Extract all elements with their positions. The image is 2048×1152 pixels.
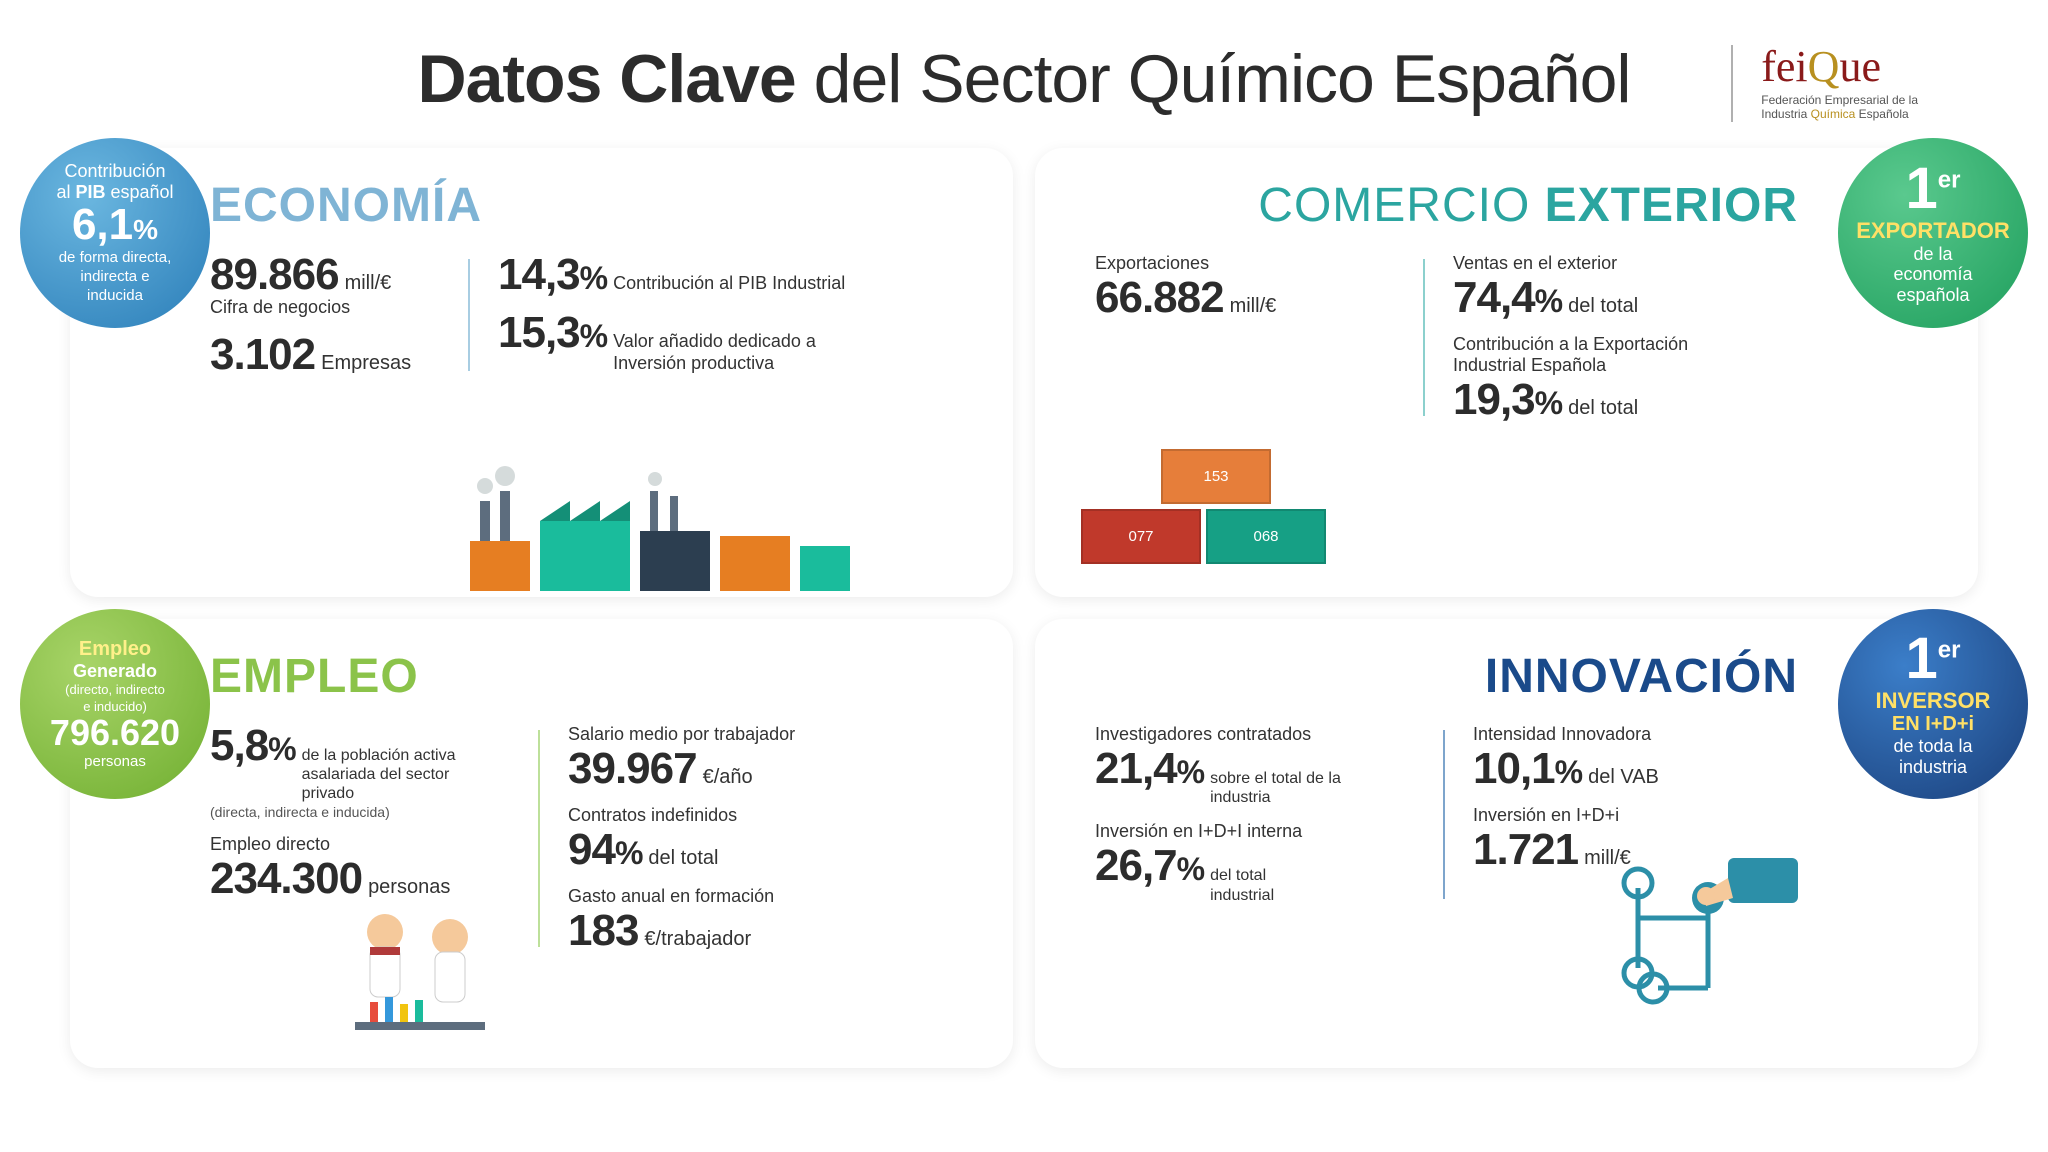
- stat-inversion-productiva: 15,3% Valor añadido dedicado a Inversión…: [498, 311, 873, 374]
- badge-line: Generado: [73, 661, 157, 682]
- badge-economia: Contribución al PIB español 6,1% de form…: [20, 138, 210, 328]
- badge-word: INVERSOR: [1876, 688, 1991, 713]
- stat-empresas: 3.102Empresas: [210, 333, 440, 377]
- section-title: COMERCIO EXTERIOR: [1085, 178, 1798, 233]
- badge-line: industria: [1899, 757, 1967, 778]
- badge-line: economía: [1893, 264, 1972, 285]
- section-title: INNOVACIÓN: [1085, 649, 1798, 704]
- container-box: 077: [1081, 509, 1201, 564]
- badge-line: inducida: [87, 287, 143, 304]
- badge-value: 6,1%: [72, 203, 158, 247]
- page-title: Datos Clave del Sector Químico Español: [417, 40, 1630, 118]
- containers-icon: 153 077 068: [1081, 429, 1341, 579]
- stat-ventas-exterior: Ventas en el exterior 74,4%del total: [1453, 253, 1733, 320]
- badge-line: de toda la: [1893, 736, 1972, 757]
- container-box: 068: [1206, 509, 1326, 564]
- stat-formacion: Gasto anual en formación 183€/trabajador: [568, 886, 795, 953]
- badge-inversor: 1er INVERSOR EN I+D+i de toda la industr…: [1838, 609, 2028, 799]
- stat-salario: Salario medio por trabajador 39.967€/año: [568, 724, 795, 791]
- divider: [1443, 730, 1445, 899]
- divider: [468, 259, 470, 371]
- lab-icon: [335, 892, 505, 1062]
- card-innovacion: 1er INVERSOR EN I+D+i de toda la industr…: [1035, 619, 1978, 1068]
- stat-cifra-negocios: 89.866mill/€ Cifra de negocios: [210, 253, 440, 319]
- stat-investigadores: Investigadores contratados 21,4% sobre e…: [1095, 724, 1415, 807]
- header: Datos Clave del Sector Químico Español f…: [70, 40, 1978, 118]
- badge-exportador: 1er EXPORTADOR de la economía española: [1838, 138, 2028, 328]
- badge-line: Empleo: [79, 638, 151, 661]
- stat-contratos: Contratos indefinidos 94%del total: [568, 805, 795, 872]
- logo-main: feiQue: [1761, 45, 1918, 89]
- badge-empleo: Empleo Generado (directo, indirecto e in…: [20, 609, 210, 799]
- logo-subtitle: Federación Empresarial de la Industria Q…: [1761, 93, 1918, 122]
- section-title: EMPLEO: [210, 649, 963, 704]
- badge-line: de la: [1913, 244, 1952, 265]
- badge-line: española: [1896, 285, 1969, 306]
- divider: [538, 730, 540, 947]
- stat-intensidad: Intensidad Innovadora 10,1%del VAB: [1473, 724, 1659, 791]
- card-economia: Contribución al PIB español 6,1% de form…: [70, 148, 1013, 597]
- container-box: 153: [1161, 449, 1271, 504]
- factory-icon: [470, 461, 850, 591]
- badge-line: de forma directa,: [59, 249, 172, 266]
- stat-exportaciones: Exportaciones 66.882mill/€: [1095, 253, 1395, 320]
- badge-line: personas: [84, 753, 146, 770]
- logo: feiQue Federación Empresarial de la Indu…: [1731, 45, 1918, 122]
- badge-rank: 1er: [1906, 630, 1961, 688]
- card-comercio: 1er EXPORTADOR de la economía española C…: [1035, 148, 1978, 597]
- badge-value: 796.620: [50, 715, 180, 751]
- badge-line: indirecta e: [80, 268, 149, 285]
- badge-line: Contribución: [64, 161, 165, 182]
- card-empleo: Empleo Generado (directo, indirecto e in…: [70, 619, 1013, 1068]
- stat-pib-industrial: 14,3% Contribución al PIB Industrial: [498, 253, 873, 297]
- stat-exportacion-industrial: Contribución a la Exportación Industrial…: [1453, 334, 1733, 422]
- badge-word: EN I+D+i: [1892, 713, 1974, 736]
- badge-line: (directo, indirecto: [65, 683, 165, 698]
- stat-poblacion-activa: 5,8% de la población activa asalariada d…: [210, 724, 510, 820]
- section-title: ECONOMÍA: [210, 178, 963, 233]
- divider: [1423, 259, 1425, 416]
- badge-word: EXPORTADOR: [1856, 218, 2010, 243]
- stat-idi-interna: Inversión en I+D+I interna 26,7% del tot…: [1095, 821, 1415, 904]
- stat-empleo-directo: Empleo directo 234.300personas: [210, 834, 510, 901]
- network-hand-icon: [1598, 848, 1818, 1028]
- badge-rank: 1er: [1906, 160, 1961, 218]
